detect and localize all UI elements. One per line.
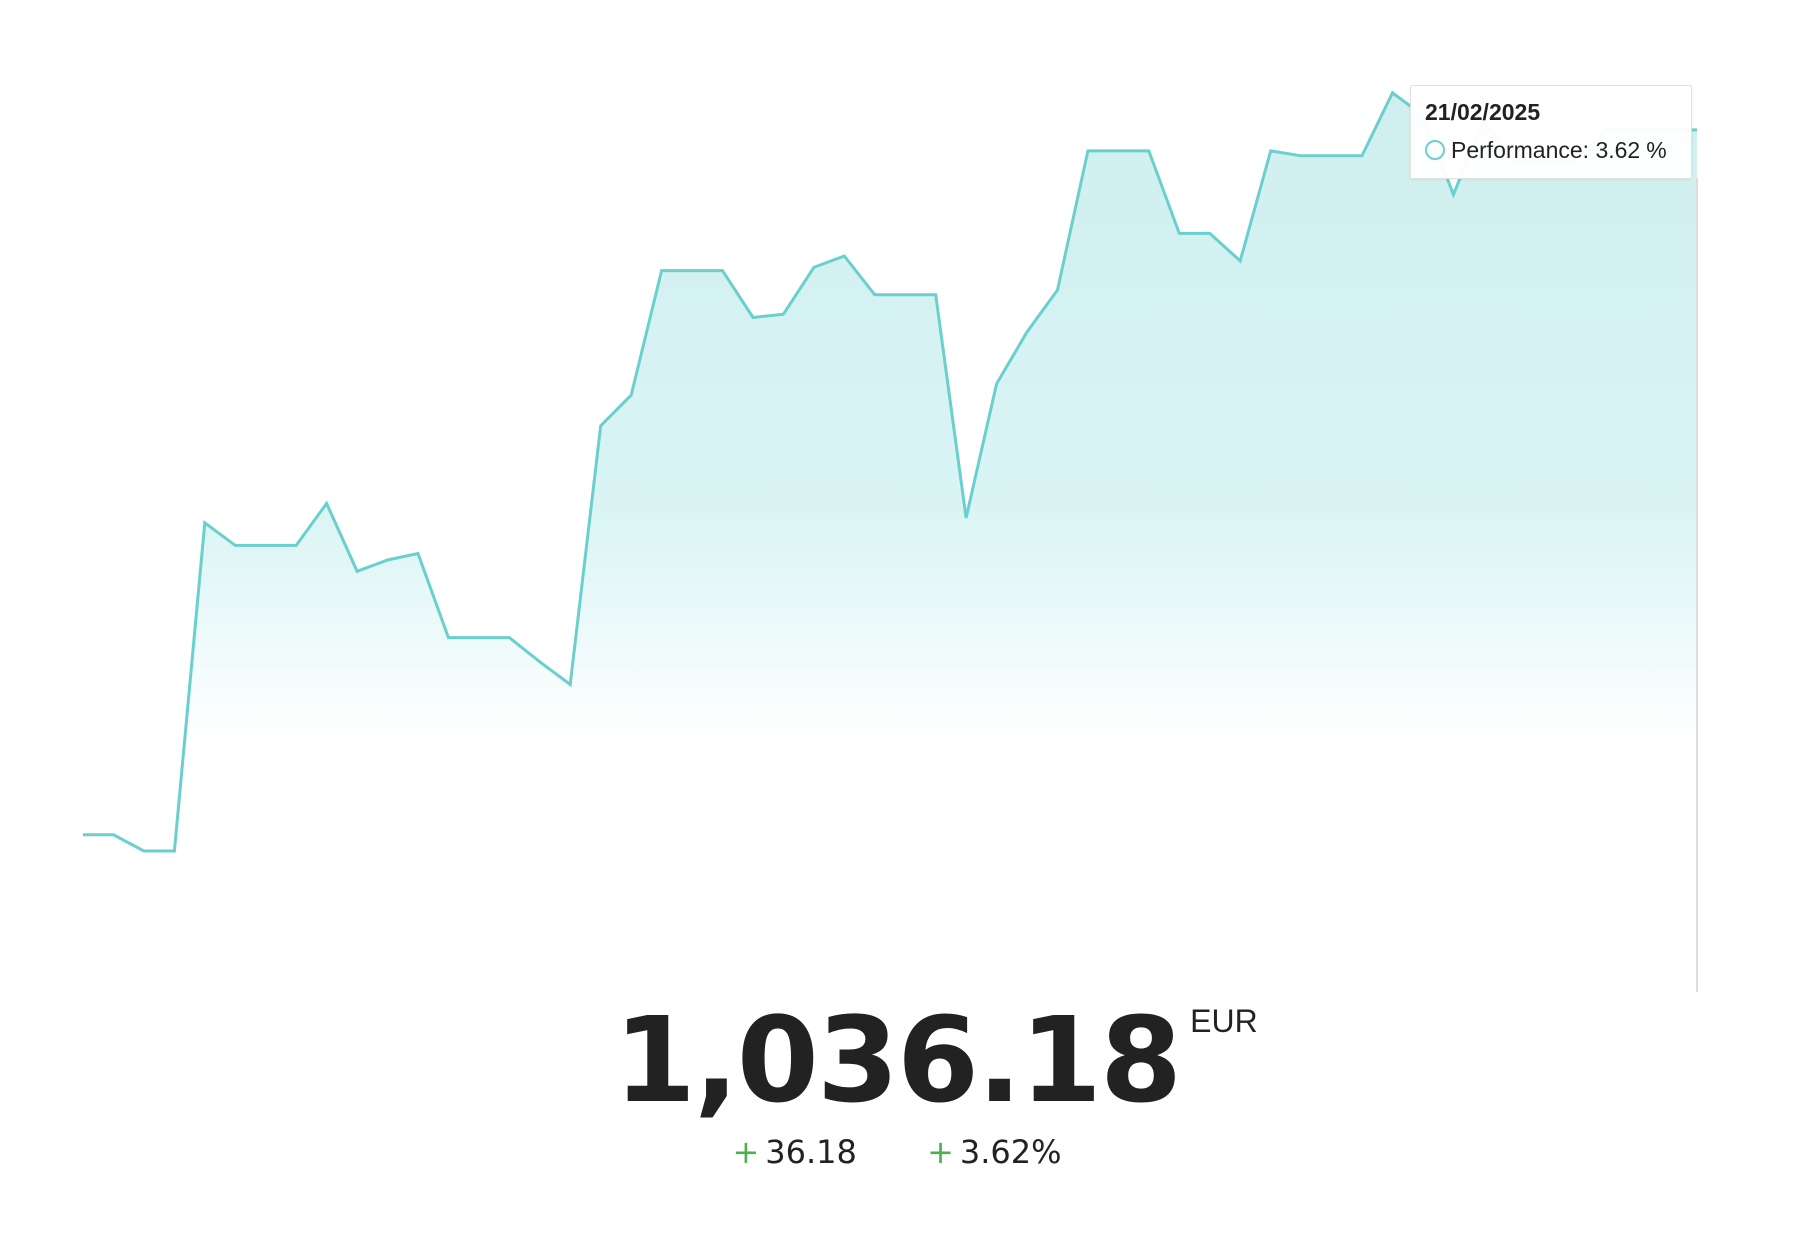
chart-tooltip: 21/02/2025 Performance: 3.62 % (1410, 85, 1692, 179)
tooltip-row: Performance: 3.62 % (1425, 136, 1677, 164)
percent-change-value: 3.62% (959, 1133, 1062, 1171)
currency-label: EUR (1190, 1003, 1258, 1039)
absolute-change: +36.18 (732, 1133, 856, 1171)
percent-change: +3.62% (927, 1133, 1061, 1171)
portfolio-value: 1,036.18 EUR (0, 995, 1794, 1125)
absolute-change-value: 36.18 (765, 1133, 857, 1171)
tooltip-label: Performance: 3.62 (1451, 137, 1641, 163)
absolute-change-sign: + (732, 1133, 760, 1171)
percent-change-sign: + (927, 1133, 954, 1171)
series-marker-icon (1425, 140, 1445, 160)
performance-area-fill (83, 92, 1697, 852)
portfolio-value-amount-wrap: 1,036.18 EUR (614, 995, 1258, 1125)
tooltip-date: 21/02/2025 (1425, 99, 1541, 125)
portfolio-value-amount: 1,036.18 (613, 991, 1182, 1129)
value-changes: +36.18 +3.62% (0, 1133, 1794, 1171)
tooltip-unit: % (1646, 137, 1667, 163)
